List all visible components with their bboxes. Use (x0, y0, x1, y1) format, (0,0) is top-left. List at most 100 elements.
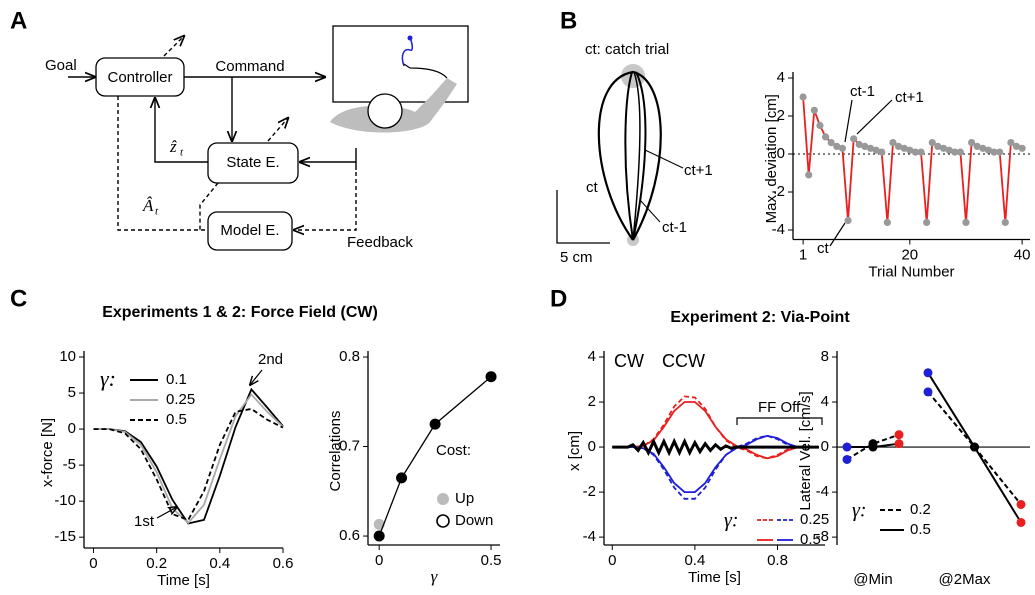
legend-marker (437, 493, 449, 505)
marker (1001, 218, 1009, 226)
marker (900, 144, 908, 152)
annotation-pointer (250, 369, 263, 385)
marker (805, 171, 813, 179)
annotation: 1st (134, 513, 155, 530)
y-tick-label: -2 (772, 183, 785, 200)
y-tick-label: 0 (821, 438, 829, 455)
line (846, 433, 900, 461)
x-tick-label: 1 (799, 246, 807, 263)
x-tick-label: 40 (1014, 246, 1031, 263)
arm-shadow (330, 78, 457, 133)
line (378, 376, 492, 537)
y-axis-label: Correlations (327, 411, 344, 492)
x-tick-label: 0.2 (146, 555, 167, 572)
marker (855, 140, 863, 149)
legend-label: 0.5 (800, 531, 821, 548)
y-tick-label: -8 (816, 528, 829, 545)
y-tick-label: 5 (68, 384, 76, 401)
marker (799, 93, 807, 101)
dashed-link (199, 182, 219, 230)
annotation: CCW (662, 351, 705, 371)
point (842, 454, 852, 464)
command-label: Command (215, 58, 284, 75)
legend-label: Down (455, 512, 493, 529)
x-tick-label: 0 (89, 555, 97, 572)
marker (816, 121, 824, 130)
point (429, 418, 441, 430)
panel-title: Experiments 1 & 2: Force Field (CW) (102, 304, 378, 321)
line (612, 401, 819, 460)
x-tick-label: 0.6 (273, 555, 294, 572)
legend-marker (436, 514, 450, 528)
marker (889, 139, 897, 147)
model-label: Model E. (220, 222, 279, 239)
point (396, 472, 408, 484)
marker (956, 148, 964, 156)
y-tick-label: -4 (583, 528, 596, 545)
category-label: @2Max (939, 571, 991, 588)
a-hat: Â (142, 196, 154, 215)
y-tick-label: 4 (777, 69, 785, 86)
marker (878, 148, 886, 156)
y-tick-label: 0.7 (339, 437, 360, 454)
y-axis-label: Lateral Vel. [cm/s] (797, 391, 814, 510)
x-tick-label: 0.4 (684, 552, 705, 569)
marker (1007, 139, 1015, 147)
panel-title: Experiment 2: Via-Point (670, 309, 850, 326)
annotation-pointer (829, 222, 846, 247)
annotation: ct+1 (895, 89, 924, 106)
marker (850, 135, 858, 143)
goal-label: Goal (45, 57, 77, 74)
marker (894, 142, 903, 150)
point (970, 442, 979, 452)
panel-letter: C (10, 285, 27, 312)
marker (967, 139, 976, 147)
marker (917, 148, 925, 156)
x-tick-label: 0.4 (209, 555, 230, 572)
y-tick-label: 4 (821, 393, 829, 410)
leader (644, 149, 684, 169)
marker (810, 106, 818, 114)
y-tick-label: 8 (821, 348, 829, 365)
legend-title: γ: (724, 510, 739, 532)
y-tick-label: 0.6 (339, 527, 360, 544)
point (373, 530, 385, 542)
point (842, 442, 852, 452)
marker (1012, 142, 1021, 150)
y-tick-label: 0 (588, 438, 596, 455)
marker (951, 148, 959, 156)
y-tick-label: 0.8 (339, 348, 360, 365)
y-tick-label: 10 (59, 348, 76, 365)
y-tick-label: -5 (63, 456, 76, 473)
marker (928, 139, 936, 147)
marker (934, 142, 942, 150)
marker (939, 144, 948, 152)
x-axis-label: Time [s] (688, 569, 741, 586)
legend-label: 0.2 (910, 501, 931, 518)
arrow (163, 36, 184, 57)
trajectory (624, 71, 634, 241)
hand (403, 63, 448, 79)
marker (883, 218, 891, 226)
trajectory-label: ct-1 (662, 219, 687, 236)
x-axis-label: Time [s] (157, 572, 210, 589)
marker (872, 146, 880, 154)
point (894, 439, 904, 449)
point (1016, 517, 1026, 527)
point (923, 387, 933, 397)
legend-label: 0.25 (166, 391, 195, 408)
arrow (155, 98, 208, 163)
legend-label: 0.25 (800, 511, 829, 528)
y-tick-label: -10 (54, 492, 76, 509)
trajectory-schematic: ct: catch trial ct+1 ct ct-1 5 cm (556, 41, 713, 266)
x-tick-label: 0 (608, 552, 616, 569)
arrow (267, 118, 288, 142)
marker (821, 133, 830, 141)
legend-label: 0.1 (166, 371, 187, 388)
y-tick-label: 0 (777, 145, 785, 162)
annotation-pointer (856, 99, 893, 135)
legend-label: Up (455, 490, 474, 507)
y-tick-label: 2 (588, 393, 596, 410)
point (923, 368, 933, 378)
line (93, 407, 284, 522)
